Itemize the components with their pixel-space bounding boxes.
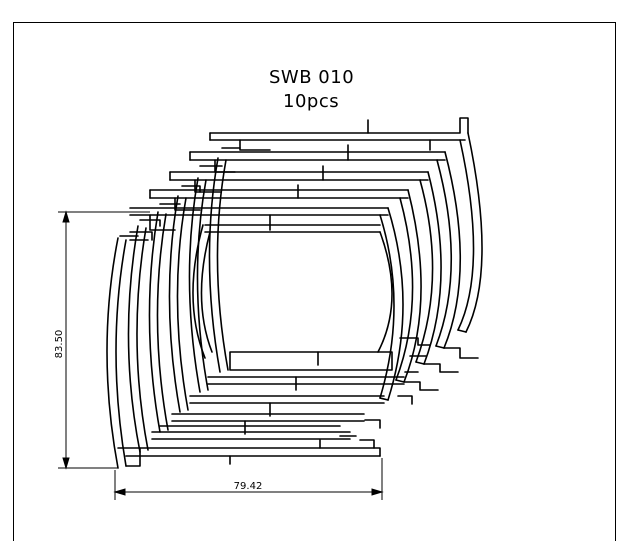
profile-layer-5 <box>129 207 404 401</box>
height-dimension-label: 83.50 <box>54 330 65 359</box>
quantity-label: 10pcs <box>283 91 340 112</box>
dimension-width <box>113 458 384 500</box>
profile-layer-2 <box>189 144 479 359</box>
profile-lower-bars <box>117 376 405 467</box>
profile-layer-3 <box>169 165 459 373</box>
profile-layer-4 <box>149 184 439 391</box>
profile-layer-1 <box>209 117 483 333</box>
profile-left-tabs <box>119 147 241 237</box>
profile-right-tabs <box>339 337 431 437</box>
model-title: SWB 010 <box>269 67 355 88</box>
page-border <box>13 22 616 541</box>
profile-left-arms <box>106 157 229 469</box>
dimension-height <box>58 210 150 470</box>
aluminum-profile-stack <box>106 117 483 469</box>
width-dimension-label: 79.42 <box>234 481 263 492</box>
